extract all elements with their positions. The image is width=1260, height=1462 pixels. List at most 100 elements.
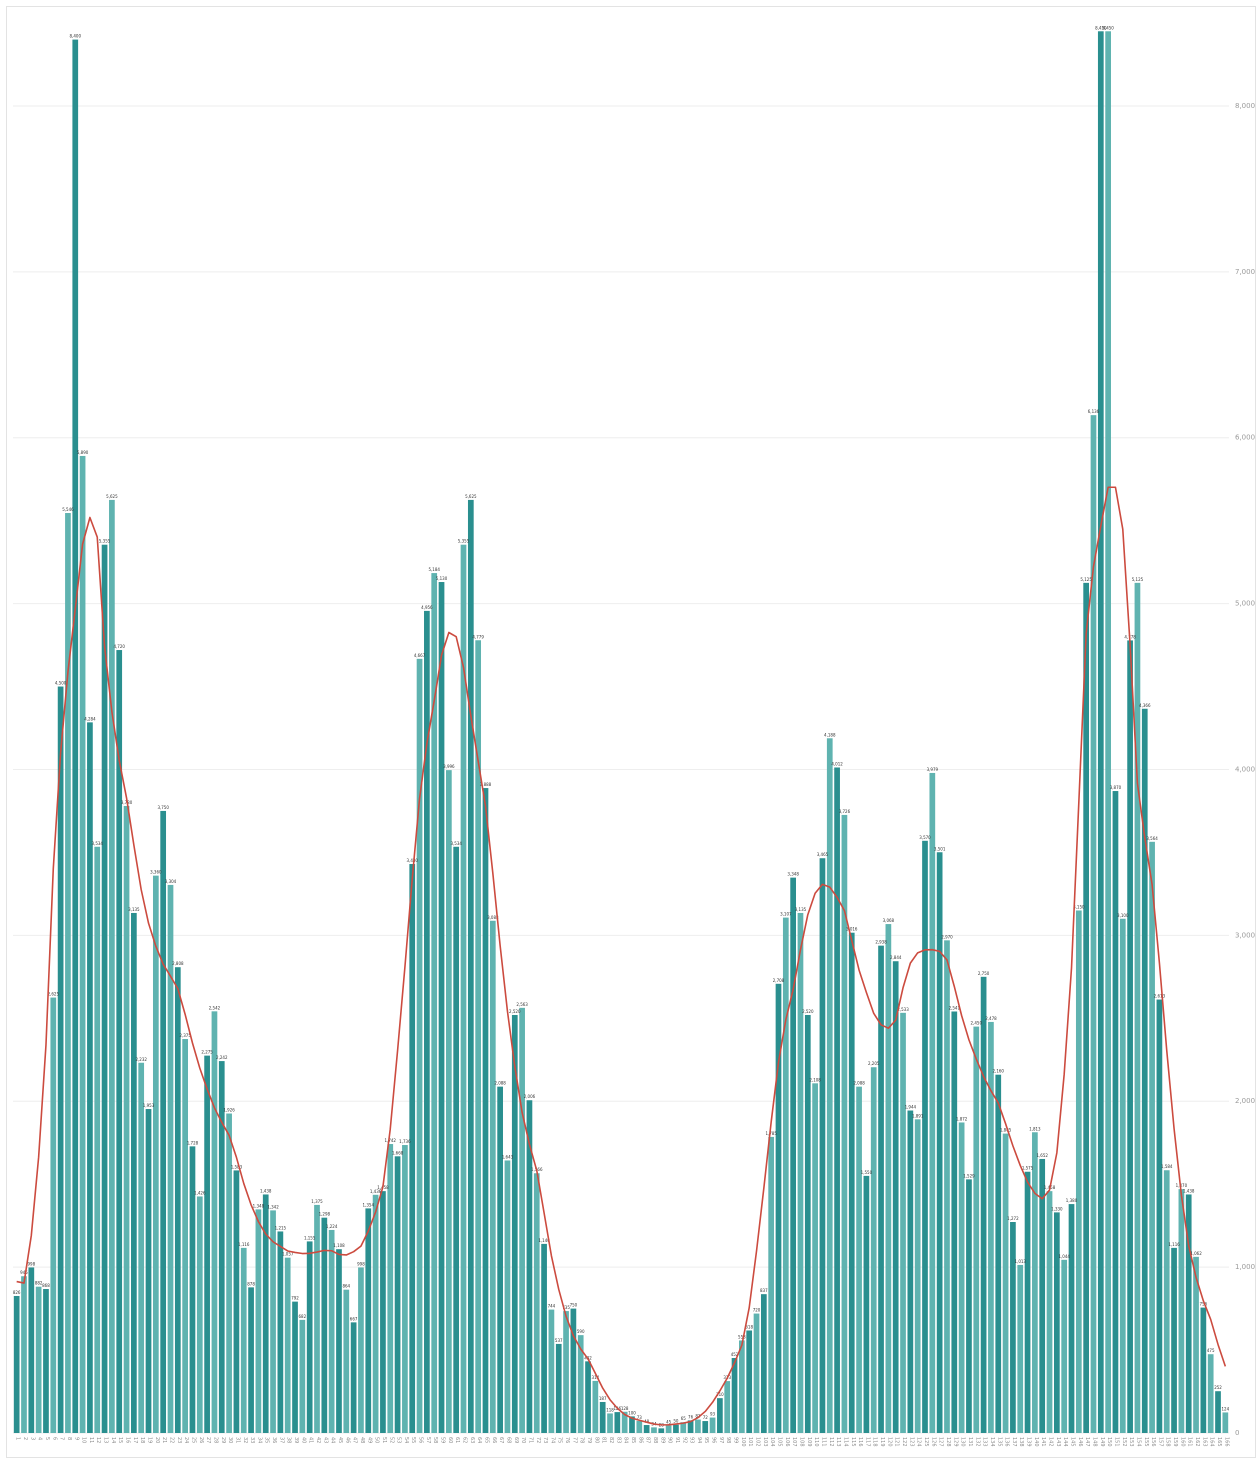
bar	[1017, 1264, 1024, 1433]
bar-value-label: 1,742	[385, 1138, 397, 1143]
bar	[87, 722, 93, 1433]
bar	[995, 1074, 1002, 1433]
bar	[1068, 1204, 1075, 1433]
bar	[812, 1083, 818, 1433]
bar-value-label: 4,779	[472, 634, 484, 639]
x-tick-label: 77	[571, 1437, 577, 1443]
x-tick-label: 42	[315, 1437, 321, 1443]
bar	[599, 1401, 606, 1433]
x-tick-label: 10	[81, 1437, 87, 1443]
bar	[848, 932, 855, 1433]
bar	[980, 976, 987, 1433]
bar	[226, 1113, 232, 1433]
x-tick-label: 137	[1011, 1437, 1017, 1447]
moving-average-line	[16, 486, 1227, 1426]
bar-value-label: 5,125	[1080, 577, 1092, 582]
bar	[306, 1241, 313, 1433]
bar	[321, 1217, 328, 1433]
x-tick-label: 24	[183, 1437, 189, 1443]
x-tick-label: 88	[652, 1437, 658, 1443]
bar-value-label: 452	[731, 1352, 739, 1357]
x-tick-label: 106	[784, 1437, 790, 1447]
bar	[299, 1319, 306, 1433]
bar	[1163, 1170, 1170, 1433]
y-tick-label: 1,000	[1235, 1263, 1255, 1271]
x-tick-label: 44	[330, 1437, 336, 1443]
x-tick-label: 98	[725, 1437, 731, 1443]
bar	[453, 846, 460, 1433]
x-tick-label: 80	[593, 1437, 599, 1443]
bar	[907, 1110, 914, 1433]
bar	[262, 1194, 269, 1433]
bar-value-label: 8,400	[70, 34, 82, 39]
x-tick-label: 7	[59, 1437, 65, 1440]
bar-value-label: 1,736	[399, 1139, 411, 1144]
x-tick-label: 150	[1106, 1437, 1112, 1447]
bar-value-label: 882	[35, 1281, 43, 1286]
bar-value-label: 1,550	[861, 1170, 873, 1175]
x-tick-label: 65	[483, 1437, 489, 1443]
bar	[1134, 582, 1141, 1433]
bar	[929, 772, 936, 1433]
bar	[870, 1067, 877, 1433]
bar	[826, 738, 833, 1433]
x-tick-label: 38	[286, 1437, 292, 1443]
bar-value-label: 3,979	[927, 767, 939, 772]
x-tick-label: 47	[352, 1437, 358, 1443]
x-tick-label: 140	[1033, 1437, 1039, 1447]
x-tick-label: 151	[1113, 1437, 1119, 1447]
bar	[1119, 918, 1126, 1433]
x-tick-label: 101	[747, 1437, 753, 1447]
bar-value-label: 868	[42, 1283, 50, 1288]
bar	[526, 1100, 533, 1433]
bar	[636, 1420, 643, 1433]
bar	[570, 1308, 577, 1433]
bar-value-label: 2,088	[494, 1081, 506, 1086]
bar	[248, 1287, 254, 1433]
bar	[1090, 415, 1097, 1433]
bar	[702, 1421, 709, 1433]
bar-value-label: 3,348	[787, 872, 799, 877]
x-tick-label: 22	[168, 1437, 174, 1443]
x-tick-label: 17	[132, 1437, 138, 1443]
bar	[621, 1411, 628, 1433]
bar	[174, 967, 181, 1433]
bar-value-label: 4,720	[113, 644, 125, 649]
bar-value-label: 1,155	[304, 1235, 316, 1240]
y-tick-label: 3,000	[1235, 931, 1255, 939]
bar	[892, 961, 899, 1433]
bar	[475, 640, 482, 1433]
x-tick-label: 30	[227, 1437, 233, 1443]
bar-value-label: 2,844	[890, 955, 902, 960]
x-tick-label: 122	[901, 1437, 907, 1447]
y-tick-label: 8,000	[1235, 102, 1255, 110]
bar-value-label: 3,534	[450, 841, 462, 846]
bar-value-label: 81	[695, 1414, 701, 1419]
bar-value-label: 792	[291, 1296, 299, 1301]
bar	[1039, 1158, 1046, 1433]
bar-value-label: 3,107	[780, 912, 792, 917]
bar-value-label: 998	[27, 1261, 35, 1266]
bar-value-label: 750	[570, 1303, 578, 1308]
x-tick-label: 149	[1099, 1437, 1105, 1447]
bar	[1024, 1171, 1031, 1433]
bar	[1061, 1259, 1068, 1433]
bar	[277, 1231, 284, 1433]
bar-value-label: 5,130	[436, 576, 448, 581]
bar	[1141, 708, 1148, 1433]
x-tick-label: 71	[527, 1437, 533, 1443]
bar	[1105, 31, 1111, 1433]
bar	[856, 1086, 862, 1433]
bar-value-label: 4,012	[831, 761, 843, 766]
bar-value-label: 8,450	[1102, 25, 1114, 30]
bar	[467, 499, 474, 1433]
bar-value-label: 1,298	[319, 1212, 331, 1217]
bar-value-label: 1,643	[502, 1154, 514, 1159]
bar-value-label: 3,564	[1146, 836, 1158, 841]
bar-value-label: 2,520	[802, 1009, 814, 1014]
x-tick-label: 69	[513, 1437, 519, 1443]
bar-series	[13, 31, 1229, 1434]
x-tick-label: 66	[491, 1437, 497, 1443]
bar	[343, 1289, 350, 1433]
x-tick-label: 87	[645, 1437, 651, 1443]
